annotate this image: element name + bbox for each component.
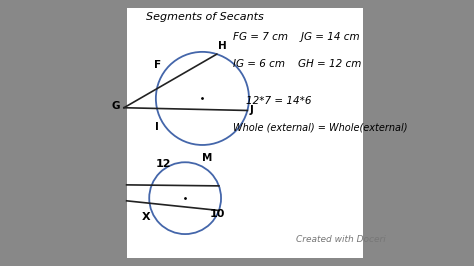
Text: Created with Doceri: Created with Doceri [295,235,385,244]
Text: X: X [142,213,151,222]
Text: H: H [218,41,227,52]
Text: Segments of Secants: Segments of Secants [146,12,264,22]
Text: J: J [250,105,254,115]
Text: FG = 7 cm    JG = 14 cm: FG = 7 cm JG = 14 cm [233,32,360,42]
Text: I: I [155,122,159,132]
Text: G: G [111,101,120,111]
Text: 12: 12 [155,159,171,169]
Text: 12*7 = 14*6: 12*7 = 14*6 [246,96,312,106]
Text: IG = 6 cm    GH = 12 cm: IG = 6 cm GH = 12 cm [233,59,361,69]
Text: 10: 10 [210,209,225,219]
Text: F: F [155,60,162,70]
Text: M: M [201,153,212,163]
Text: Whole (external) = Whole(external): Whole (external) = Whole(external) [233,122,408,132]
Bar [127,8,364,258]
